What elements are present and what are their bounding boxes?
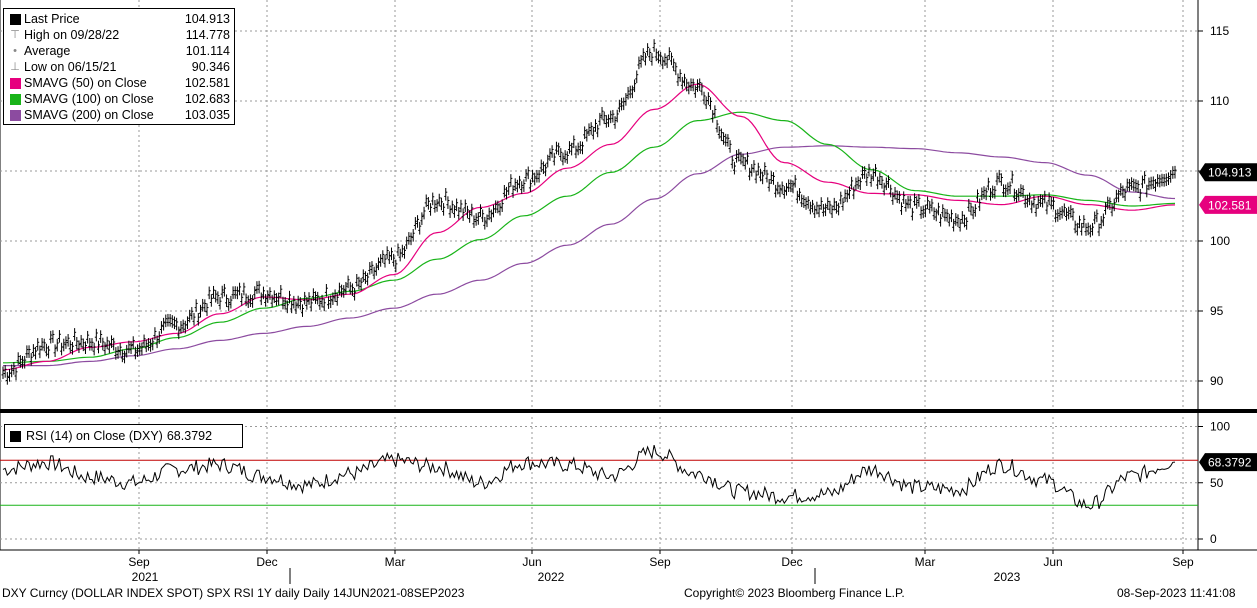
rsi-legend-swatch [10, 430, 21, 442]
price-bars [1, 39, 1177, 385]
x-tick-label: Dec [256, 555, 277, 569]
sma200-line [3, 145, 1176, 367]
y-tick-label: 100 [1210, 234, 1230, 248]
legend-value: 104.913 [184, 12, 230, 26]
x-tick-label: Jun [1043, 555, 1062, 569]
x-tick-label: Sep [649, 555, 671, 569]
footer-description: DXY Curncy (DOLLAR INDEX SPOT) SPX RSI 1… [2, 586, 465, 600]
price-legend: Last Price 104.913 ⊤ High on 09/28/22 114.77… [3, 8, 235, 125]
legend-label: Average [24, 44, 71, 58]
legend-label: Low on 06/15/21 [24, 60, 117, 74]
legend-label: SMAVG (200) on Close [24, 108, 154, 122]
x-year-label: 2021 [132, 570, 159, 584]
legend-value: 102.581 [184, 76, 230, 90]
rsi-legend: RSI (14) on Close (DXY) 68.3792 [4, 424, 243, 448]
legend-item: SMAVG (50) on Close 102.581 [8, 75, 230, 91]
legend-item: SMAVG (200) on Close 103.035 [8, 107, 230, 123]
rsi-value-tag: 68.3792 [1208, 456, 1252, 470]
legend-value: 101.114 [185, 44, 230, 58]
legend-item: SMAVG (100) on Close 102.683 [8, 91, 230, 107]
legend-swatch [8, 93, 22, 105]
x-year-label: 2022 [538, 570, 565, 584]
legend-label: Last Price [24, 12, 80, 26]
legend-swatch [8, 77, 22, 89]
low-icon: ⊥ [10, 61, 20, 73]
rsi-y-tick-label: 50 [1210, 476, 1224, 490]
y-tick-label: 95 [1210, 304, 1224, 318]
legend-item: ⊥ Low on 06/15/21 90.346 [8, 59, 230, 75]
x-tick-label: Sep [1172, 555, 1194, 569]
legend-swatch [8, 109, 22, 121]
legend-item: Last Price 104.913 [8, 11, 230, 27]
legend-item: ⊤ High on 09/28/22 114.778 [8, 27, 230, 43]
y-tick-label: 110 [1210, 94, 1229, 108]
rsi-y-tick-label: 0 [1210, 532, 1217, 546]
legend-label: SMAVG (100) on Close [24, 92, 154, 106]
legend-swatch [8, 13, 22, 25]
rsi-line [2, 444, 1176, 510]
footer-timestamp: 08-Sep-2023 11:41:08 [1117, 586, 1236, 600]
rsi-legend-value: 68.3792 [166, 429, 213, 443]
y-tick-label: 115 [1210, 24, 1229, 38]
panel-separator [0, 409, 1257, 413]
high-icon: ⊤ [10, 29, 20, 41]
x-tick-label: Sep [128, 555, 150, 569]
x-tick-label: Dec [781, 555, 802, 569]
x-year-label: 2023 [994, 570, 1021, 584]
sma100-line [3, 111, 1176, 364]
x-tick-label: Mar [915, 555, 936, 569]
legend-item: • Average 101.114 [8, 43, 230, 59]
footer-copyright: Copyright© 2023 Bloomberg Finance L.P. [684, 586, 905, 600]
rsi-tag-bg [1199, 453, 1257, 472]
legend-label: SMAVG (50) on Close [24, 76, 147, 90]
sma50-tag-bg [1199, 195, 1257, 214]
legend-value: 90.346 [191, 60, 230, 74]
legend-value: 103.035 [184, 108, 230, 122]
x-tick-label: Jun [522, 555, 541, 569]
x-tick-label: Mar [385, 555, 406, 569]
legend-value: 102.683 [184, 92, 230, 106]
rsi-legend-label: RSI (14) on Close (DXY) [26, 429, 163, 443]
sma50-tag: 102.581 [1208, 198, 1252, 212]
last-price-tag: 104.913 [1208, 166, 1252, 180]
rsi-y-tick-label: 100 [1210, 420, 1230, 434]
average-icon: • [13, 45, 17, 57]
legend-value: 114.778 [185, 28, 230, 42]
legend-label: High on 09/28/22 [24, 28, 120, 42]
y-tick-label: 90 [1210, 374, 1224, 388]
last-price-tag-bg [1199, 163, 1257, 182]
